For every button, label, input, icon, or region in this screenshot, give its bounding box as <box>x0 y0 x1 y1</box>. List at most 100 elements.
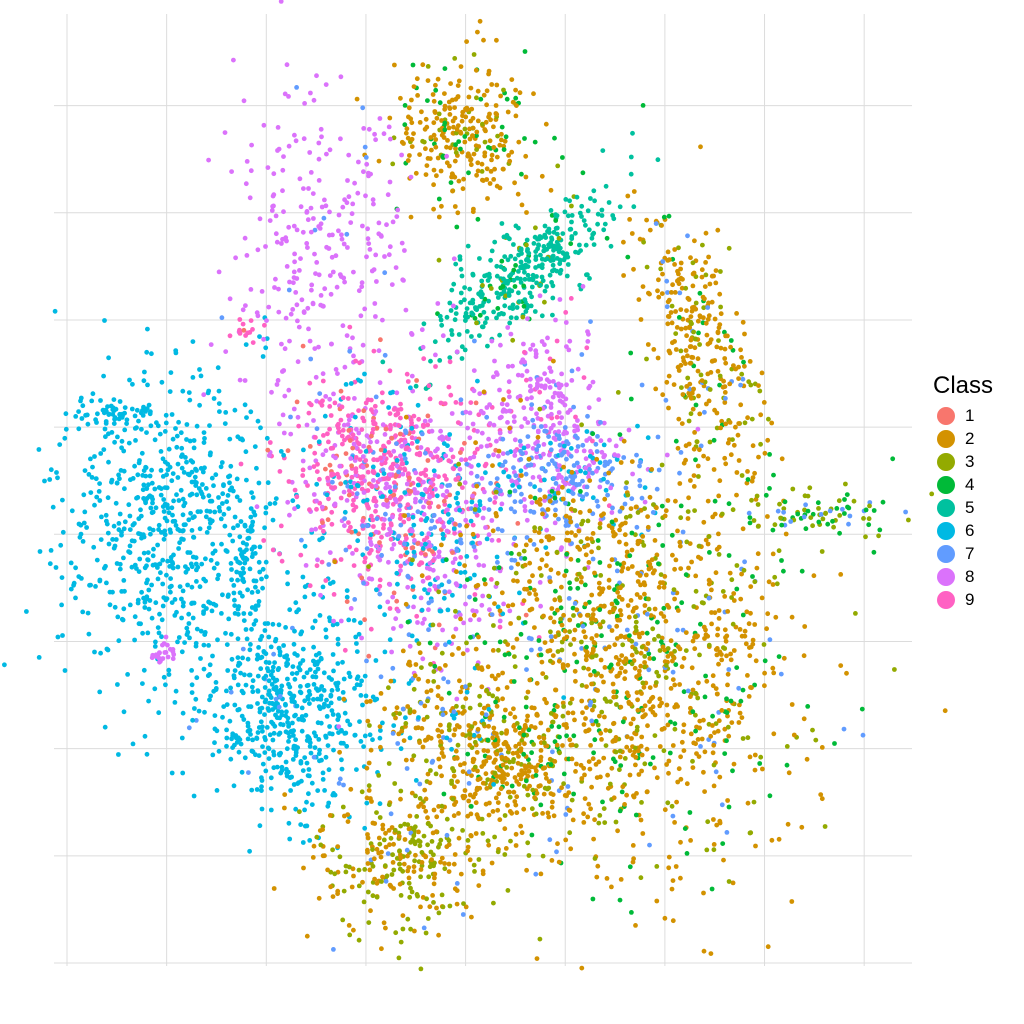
point-class-2 <box>513 543 519 548</box>
point-class-5 <box>453 311 459 316</box>
point-class-2 <box>703 230 709 236</box>
point-class-8 <box>480 410 486 416</box>
point-class-6 <box>152 437 158 443</box>
point-class-7 <box>457 522 463 528</box>
point-class-6 <box>404 460 409 466</box>
point-class-6 <box>146 606 152 612</box>
point-class-6 <box>133 438 138 443</box>
point-class-2 <box>481 92 487 98</box>
point-class-6 <box>323 754 329 760</box>
point-class-2 <box>701 453 706 459</box>
point-class-6 <box>354 641 359 646</box>
point-class-6 <box>212 509 218 515</box>
point-class-4 <box>454 224 460 230</box>
point-class-6 <box>144 349 150 355</box>
point-class-2 <box>708 370 714 375</box>
point-class-2 <box>531 587 537 593</box>
point-class-5 <box>595 211 601 217</box>
point-class-6 <box>227 532 233 538</box>
point-class-6 <box>348 381 354 386</box>
point-class-6 <box>232 668 238 673</box>
point-class-6 <box>152 562 158 568</box>
point-class-8 <box>362 306 368 312</box>
point-class-7 <box>595 434 600 439</box>
point-class-8 <box>428 452 434 458</box>
point-class-6 <box>240 554 245 559</box>
point-class-8 <box>282 393 288 399</box>
point-class-2 <box>746 621 752 627</box>
point-class-9 <box>468 400 474 405</box>
point-class-4 <box>405 619 411 625</box>
point-class-6 <box>68 586 74 592</box>
point-class-2 <box>447 105 452 110</box>
point-class-4 <box>536 638 542 643</box>
point-class-5 <box>447 300 453 306</box>
point-class-6 <box>346 617 352 623</box>
point-class-8 <box>576 464 582 470</box>
point-class-3 <box>453 150 459 156</box>
point-class-6 <box>242 402 248 408</box>
point-class-2 <box>459 118 465 124</box>
point-class-2 <box>667 350 673 356</box>
point-class-8 <box>436 549 442 555</box>
point-class-5 <box>505 257 511 263</box>
point-class-9 <box>327 404 333 409</box>
point-class-6 <box>214 788 220 793</box>
point-class-8 <box>388 529 394 535</box>
point-class-6 <box>283 713 288 719</box>
point-class-6 <box>250 519 256 525</box>
point-class-6 <box>266 688 272 694</box>
point-class-8 <box>537 293 543 299</box>
point-class-2 <box>587 766 593 772</box>
point-class-5 <box>477 304 483 309</box>
point-class-2 <box>628 506 634 511</box>
point-class-2 <box>665 321 671 327</box>
point-class-6 <box>382 649 388 655</box>
point-class-2 <box>747 754 753 760</box>
point-class-7 <box>540 507 545 513</box>
point-class-8 <box>601 454 607 460</box>
point-class-6 <box>327 581 333 586</box>
point-class-6 <box>193 696 199 702</box>
point-class-6 <box>316 439 322 445</box>
point-class-3 <box>714 425 720 431</box>
point-class-1 <box>450 550 455 555</box>
point-class-6 <box>295 781 300 786</box>
point-class-7 <box>337 776 343 782</box>
point-class-7 <box>605 492 610 498</box>
point-class-6 <box>251 621 257 627</box>
point-class-8 <box>524 396 530 402</box>
point-class-6 <box>135 600 141 606</box>
point-class-6 <box>262 525 267 531</box>
point-class-2 <box>497 185 503 191</box>
point-class-6 <box>419 607 425 613</box>
point-class-2 <box>572 717 577 723</box>
point-class-6 <box>289 774 294 780</box>
point-class-6 <box>315 788 321 793</box>
point-class-6 <box>219 460 225 465</box>
point-class-6 <box>113 500 119 506</box>
point-class-9 <box>342 647 348 653</box>
point-class-6 <box>226 506 232 511</box>
point-class-3 <box>718 304 723 310</box>
point-class-2 <box>460 186 466 192</box>
point-class-4 <box>720 841 726 846</box>
point-class-8 <box>567 338 573 344</box>
point-class-2 <box>425 156 431 161</box>
point-class-6 <box>143 465 149 471</box>
point-class-9 <box>352 379 358 385</box>
point-class-6 <box>162 429 168 434</box>
point-class-6 <box>196 486 202 491</box>
point-class-5 <box>459 273 465 279</box>
point-class-8 <box>440 333 446 339</box>
point-class-1 <box>265 447 271 453</box>
point-class-3 <box>642 761 648 767</box>
point-class-8 <box>386 252 392 258</box>
point-class-2 <box>613 517 619 523</box>
point-class-2 <box>549 804 555 810</box>
point-class-8 <box>374 543 379 549</box>
point-class-8 <box>285 499 291 505</box>
point-class-9 <box>397 540 403 545</box>
point-class-6 <box>189 584 195 590</box>
point-class-3 <box>486 593 492 599</box>
